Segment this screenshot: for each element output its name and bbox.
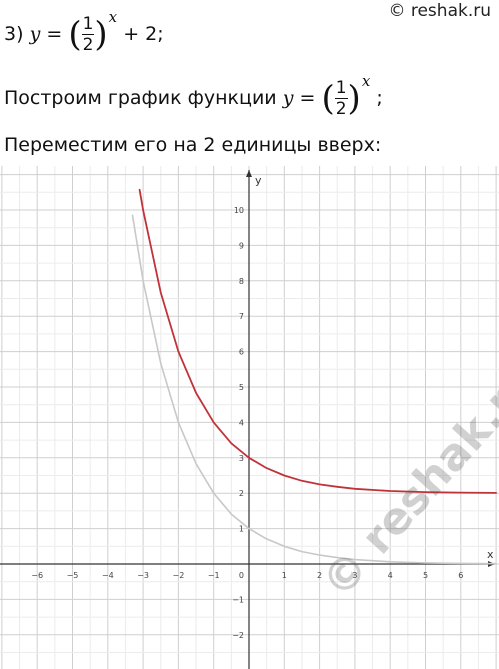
- step1-line: Построим график функции y = (1 2)x ;: [4, 72, 383, 119]
- task-plus-two: + 2;: [123, 23, 164, 45]
- axes: xy: [0, 170, 495, 669]
- x-tick-label: 1: [282, 571, 287, 580]
- step1-eq: =: [299, 87, 316, 109]
- y-tick-label: 7: [239, 312, 244, 321]
- origin-label: 0: [239, 571, 244, 580]
- watermark-top: © reshak.ru: [388, 1, 491, 21]
- y-tick-label: 2: [239, 489, 244, 498]
- task-paren-open: (: [68, 14, 82, 55]
- y-tick-label: −1: [232, 595, 244, 604]
- x-tick-label: 5: [423, 571, 428, 580]
- y-tick-label: 8: [239, 277, 244, 286]
- step1-var-y: y: [282, 87, 294, 109]
- step1-end: ;: [376, 87, 383, 109]
- series-line-base: [131, 214, 497, 565]
- task-var-y: y: [29, 23, 41, 45]
- x-axis-label: x: [487, 548, 494, 561]
- step2-line: Переместим его на 2 единицы вверх:: [4, 134, 381, 156]
- x-tick-label: −4: [102, 571, 114, 580]
- task-number: 3): [4, 23, 24, 45]
- x-tick-label: −2: [173, 571, 185, 580]
- step1-paren-close: ): [347, 78, 361, 119]
- y-axis-arrow: [246, 170, 252, 177]
- y-tick-label: −2: [232, 631, 244, 640]
- task-formula: 3) y = (1 2)x + 2;: [4, 8, 164, 55]
- task-eq: =: [46, 23, 63, 45]
- x-tick-label: −5: [67, 571, 79, 580]
- x-tick-label: 4: [388, 571, 393, 580]
- y-axis-label: y: [255, 174, 262, 187]
- x-tick-label: −3: [137, 571, 149, 580]
- y-tick-label: 5: [239, 383, 244, 392]
- y-tick-label: 6: [239, 348, 244, 357]
- task-exponent: x: [108, 8, 118, 26]
- step1-paren-open: (: [321, 78, 335, 119]
- x-tick-label: −6: [31, 571, 43, 580]
- task-frac-den: 2: [82, 35, 94, 55]
- x-tick-label: −1: [208, 571, 220, 580]
- step1-text: Построим график функции: [4, 87, 277, 109]
- x-tick-label: 6: [458, 571, 463, 580]
- step1-frac-num: 1: [334, 78, 348, 99]
- tick-labels: −6 −5 −4 −3 −2 −1 1 2 3 4 5 6 −2 −1 1 2 3 4 5 6 7 8 9 10 0: [31, 206, 463, 640]
- x-tick-label: 3: [352, 571, 357, 580]
- y-tick-label: 10: [234, 206, 244, 215]
- step1-exponent: x: [361, 72, 371, 90]
- task-paren-close: ): [94, 14, 108, 55]
- y-tick-label: 1: [239, 525, 244, 534]
- y-tick-label: 4: [239, 418, 244, 427]
- series-line-shifted: [138, 188, 497, 494]
- x-tick-label: 2: [317, 571, 322, 580]
- y-tick-label: 3: [239, 454, 244, 463]
- grid: [0, 166, 499, 669]
- step1-frac-den: 2: [335, 99, 347, 119]
- curves: [131, 188, 497, 565]
- task-frac-num: 1: [81, 14, 95, 35]
- y-tick-label: 9: [239, 241, 244, 250]
- step2-text: Переместим его на 2 единицы вверх:: [4, 134, 382, 156]
